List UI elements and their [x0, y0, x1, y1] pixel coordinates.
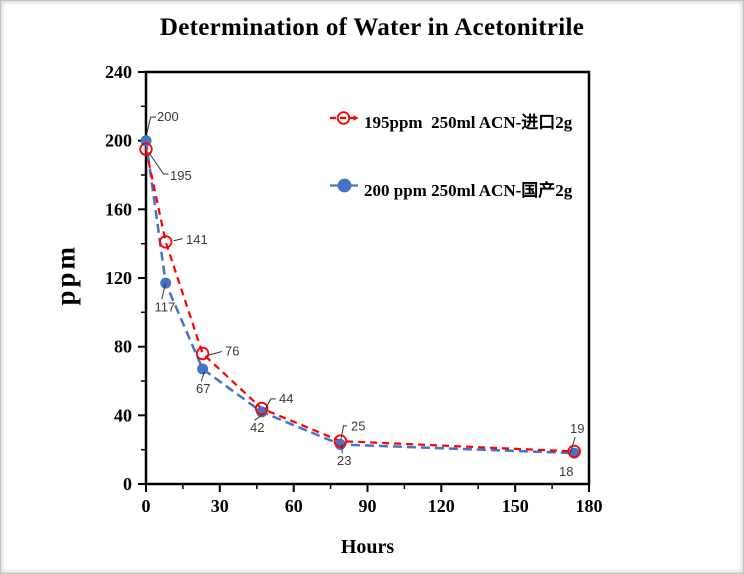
- svg-text:120: 120: [105, 268, 132, 288]
- svg-text:23: 23: [337, 453, 351, 468]
- svg-text:67: 67: [196, 381, 210, 396]
- svg-text:180: 180: [576, 496, 603, 516]
- svg-text:18: 18: [559, 464, 573, 479]
- svg-text:0: 0: [123, 474, 132, 494]
- svg-text:80: 80: [114, 337, 132, 357]
- svg-text:160: 160: [105, 199, 132, 219]
- svg-text:195: 195: [170, 168, 192, 183]
- svg-text:42: 42: [250, 420, 264, 435]
- svg-text:30: 30: [211, 496, 229, 516]
- svg-text:0: 0: [142, 496, 151, 516]
- svg-text:60: 60: [285, 496, 303, 516]
- svg-text:117: 117: [155, 299, 176, 314]
- svg-text:141: 141: [186, 232, 208, 247]
- svg-text:200: 200: [157, 109, 179, 124]
- svg-text:120: 120: [428, 496, 455, 516]
- svg-text:200: 200: [105, 131, 132, 151]
- svg-text:150: 150: [502, 496, 529, 516]
- svg-text:44: 44: [279, 391, 293, 406]
- svg-text:90: 90: [359, 496, 377, 516]
- svg-text:25: 25: [351, 419, 365, 434]
- svg-text:76: 76: [225, 344, 239, 359]
- svg-text:40: 40: [114, 405, 132, 425]
- svg-text:19: 19: [570, 421, 584, 436]
- svg-text:240: 240: [105, 62, 132, 82]
